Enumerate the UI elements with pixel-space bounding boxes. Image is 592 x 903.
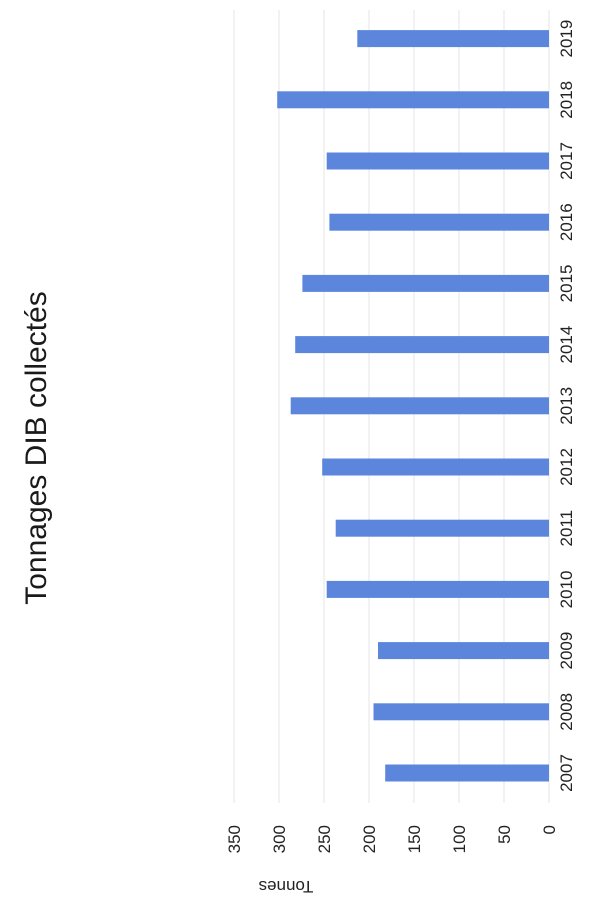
value-tick-labels: 0 50 100 150 200 250 300 350 bbox=[225, 825, 559, 853]
category-tick-label: 2012 bbox=[557, 448, 576, 486]
bar bbox=[378, 642, 549, 660]
bar bbox=[277, 91, 549, 109]
category-tick-label: 2019 bbox=[557, 20, 576, 58]
category-tick-label: 2018 bbox=[557, 81, 576, 119]
value-tick-label: 250 bbox=[315, 825, 334, 853]
bar bbox=[385, 764, 550, 782]
value-tick-label: 50 bbox=[495, 825, 514, 844]
bar bbox=[326, 580, 550, 598]
category-tick-label: 2015 bbox=[557, 264, 576, 302]
bar bbox=[290, 397, 549, 415]
value-tick-label: 100 bbox=[450, 825, 469, 853]
category-tick-label: 2016 bbox=[557, 203, 576, 241]
rotated-chart: 2007 2008 2009 2010 2011 2012 2013 2014 2015 2016… bbox=[20, 10, 576, 896]
value-tick-label: 0 bbox=[540, 825, 559, 834]
value-tick-label: 200 bbox=[360, 825, 379, 853]
bar bbox=[295, 336, 550, 354]
category-tick-label: 2011 bbox=[557, 510, 576, 547]
value-tick-label: 150 bbox=[405, 825, 424, 853]
category-tick-label: 2010 bbox=[557, 570, 576, 608]
value-tick-label: 350 bbox=[225, 825, 244, 853]
category-tick-labels: 2007 2008 2009 2010 2011 2012 2013 2014 2015 2016… bbox=[557, 20, 576, 792]
chart-title: Tonnages DIB collectés bbox=[20, 291, 53, 605]
category-tick-label: 2014 bbox=[557, 326, 576, 364]
category-tick-label: 2013 bbox=[557, 387, 576, 425]
category-tick-label: 2007 bbox=[557, 754, 576, 792]
bar bbox=[322, 458, 550, 476]
value-tick-label: 300 bbox=[270, 825, 289, 853]
bar bbox=[329, 213, 549, 231]
bar bbox=[326, 152, 550, 170]
bar bbox=[373, 703, 549, 721]
y-axis-label: Tonnes bbox=[259, 877, 314, 896]
bar bbox=[302, 274, 549, 292]
category-tick-label: 2017 bbox=[557, 142, 576, 180]
bar bbox=[357, 30, 549, 48]
bar bbox=[335, 519, 550, 537]
category-tick-label: 2008 bbox=[557, 693, 576, 731]
category-tick-label: 2009 bbox=[557, 632, 576, 670]
bars bbox=[277, 30, 550, 782]
